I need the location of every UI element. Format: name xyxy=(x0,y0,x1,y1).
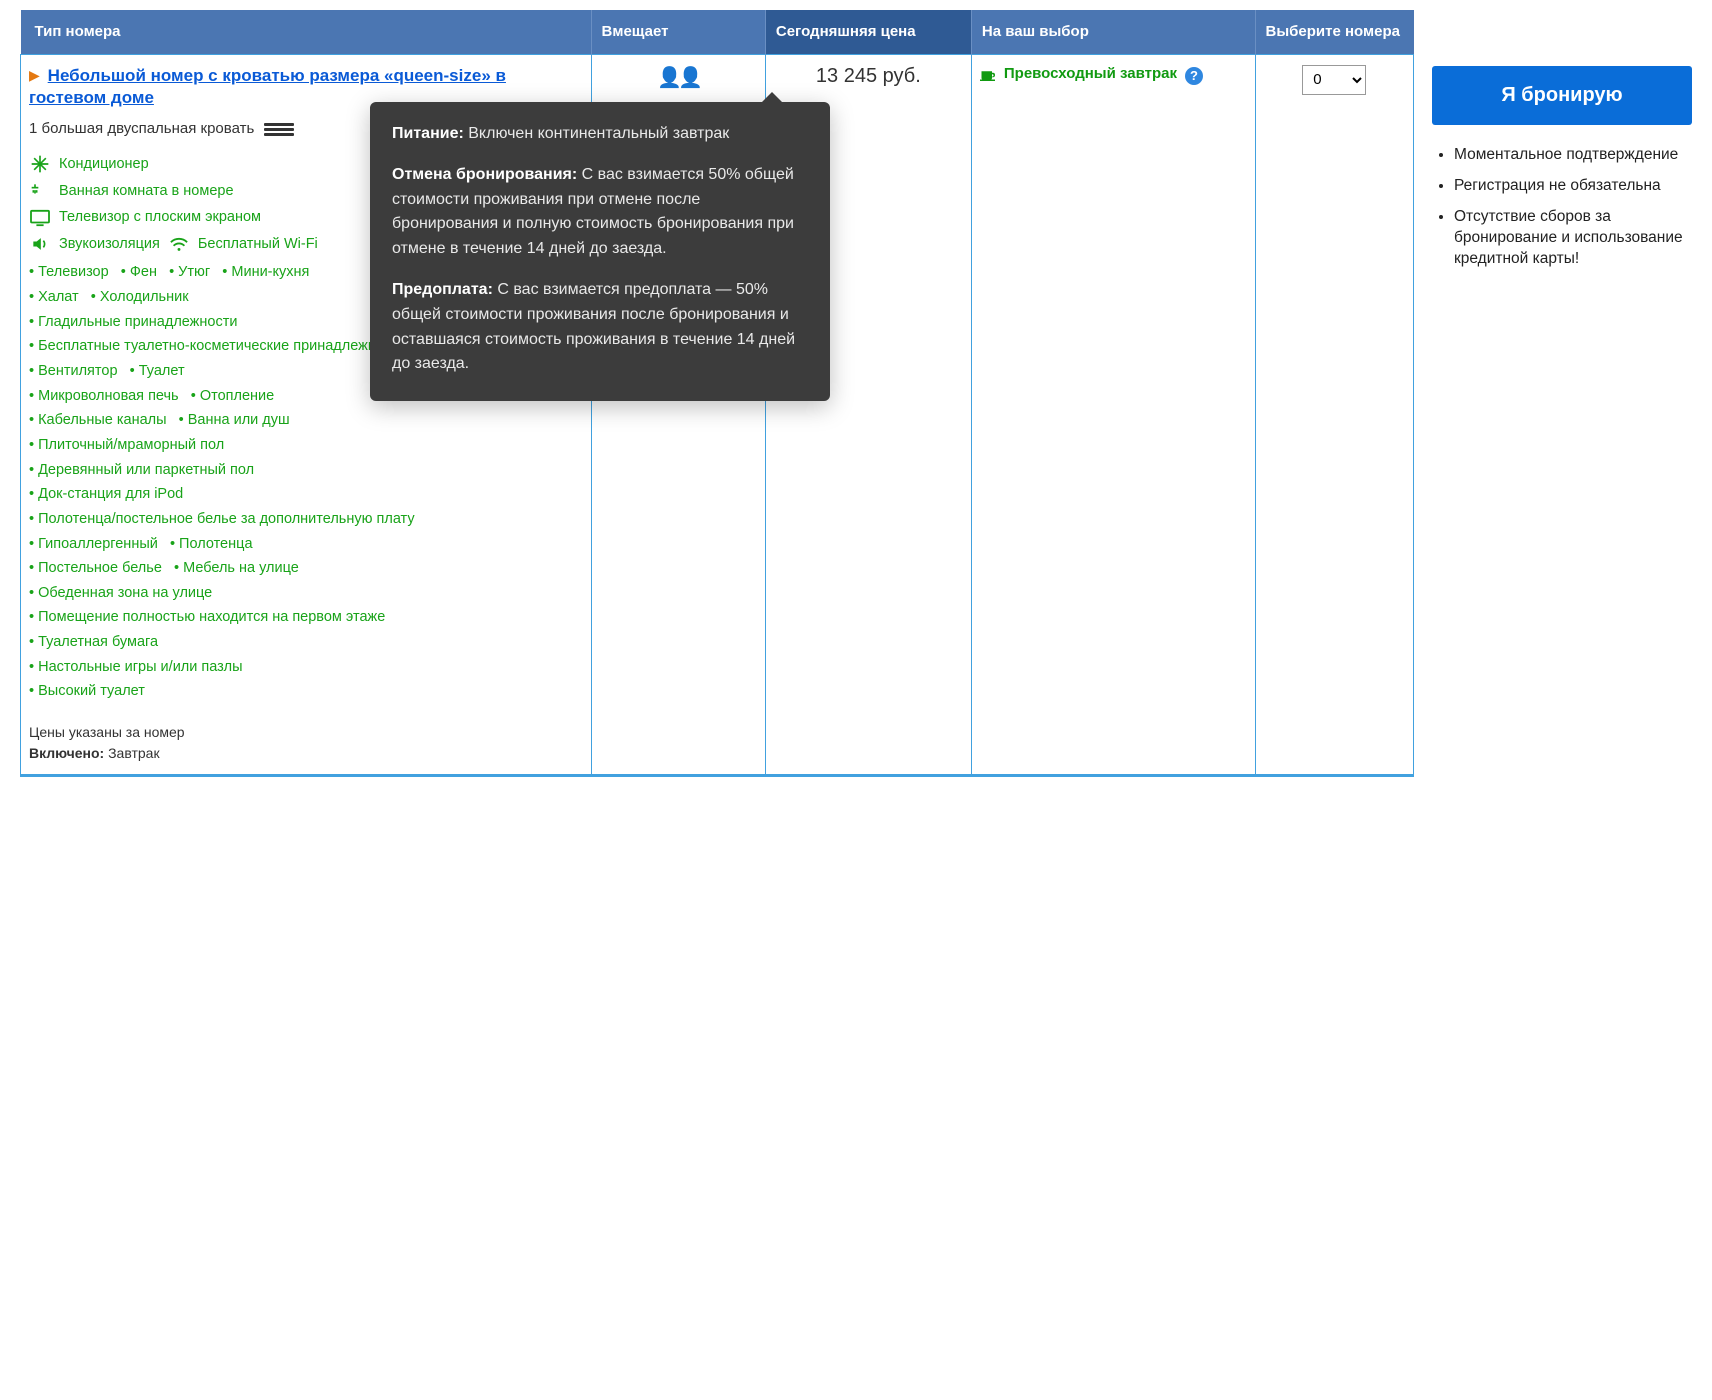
amenity-item: Мебель на улице xyxy=(174,560,299,576)
amenity-item: Ванна или душ xyxy=(179,412,290,428)
tooltip-meals-text: Включен континентальный завтрак xyxy=(468,125,729,142)
tooltip-prepay-label: Предоплата: xyxy=(392,281,493,298)
bed-icon xyxy=(264,121,294,138)
included-value: Завтрак xyxy=(108,745,159,761)
amenity-item: Кабельные каналы xyxy=(29,412,179,428)
tooltip-cancel-label: Отмена бронирования: xyxy=(392,166,577,183)
cell-select: 012345 xyxy=(1255,54,1414,776)
amenity-item: Высокий туалет xyxy=(29,683,145,699)
amenity-featured-label: Кондиционер xyxy=(59,152,149,177)
included-label: Включено: xyxy=(29,745,104,761)
benefit-item: Моментальное подтверждение xyxy=(1454,145,1692,166)
header-type[interactable]: Тип номера xyxy=(21,10,592,54)
info-icon[interactable]: ? xyxy=(1185,67,1203,85)
shower-icon xyxy=(29,182,51,200)
amenity-item: Бесплатные туалетно-косметические принад… xyxy=(29,338,406,354)
amenity-item: Фен xyxy=(121,264,169,280)
cell-choice: Превосходный завтрак ? xyxy=(971,54,1255,776)
amenity-item: Док-станция для iPod xyxy=(29,486,183,502)
benefit-item: Регистрация не обязательна xyxy=(1454,176,1692,197)
conditions-tooltip: Питание: Включен континентальный завтрак… xyxy=(370,102,830,401)
amenity-item: Полотенца xyxy=(170,536,253,552)
amenity-item: Отопление xyxy=(191,388,274,404)
benefit-item: Отсутствие сборов за бронирование и испо… xyxy=(1454,207,1692,270)
amenity-item: Халат xyxy=(29,289,91,305)
amenity-item: Холодильник xyxy=(91,289,189,305)
amenity-item: Обеденная зона на улице xyxy=(29,585,212,601)
amenity-item: Утюг xyxy=(169,264,222,280)
amenity-item: Постельное белье xyxy=(29,560,174,576)
amenity-item: Помещение полностью находится на первом … xyxy=(29,609,385,625)
amenity-item: Настольные игры и/или пазлы xyxy=(29,659,243,675)
book-button[interactable]: Я бронирую xyxy=(1432,66,1692,125)
amenity-featured-label: Звукоизоляция xyxy=(59,232,160,257)
price-note-per-room: Цены указаны за номер xyxy=(29,722,583,743)
amenity-item: Полотенца/постельное белье за дополнител… xyxy=(29,511,415,527)
header-choice[interactable]: На ваш выбор xyxy=(971,10,1255,54)
header-price[interactable]: Сегодняшняя цена xyxy=(765,10,971,54)
price-note: Цены указаны за номер Включено: Завтрак xyxy=(29,722,583,764)
tooltip-meals-label: Питание: xyxy=(392,125,464,142)
bed-description: 1 большая двуспальная кровать xyxy=(29,120,254,137)
choice-label: Превосходный завтрак xyxy=(1004,65,1177,83)
tv-icon xyxy=(29,209,51,227)
amenity-featured-label: Бесплатный Wi-Fi xyxy=(198,232,318,257)
sound-icon xyxy=(29,235,51,253)
header-sleeps[interactable]: Вмещает xyxy=(591,10,765,54)
amenity-item: Туалетная бумага xyxy=(29,634,158,650)
amenity-item: Телевизор xyxy=(29,264,121,280)
amenity-item: Микроволновая печь xyxy=(29,388,191,404)
snowflake-icon xyxy=(29,155,51,173)
amenity-item: Туалет xyxy=(130,363,185,379)
benefit-list: Моментальное подтверждение Регистрация не… xyxy=(1432,145,1692,270)
wifi-icon xyxy=(168,235,190,253)
amenity-item: Мини-кухня xyxy=(222,264,309,280)
amenity-item: Гладильные принадлежности xyxy=(29,314,237,330)
amenity-item: Плиточный/мраморный пол xyxy=(29,437,224,453)
amenity-featured-label: Ванная комната в номере xyxy=(59,179,234,204)
expander-icon[interactable]: ▶ xyxy=(29,67,40,84)
quantity-select[interactable]: 012345 xyxy=(1302,65,1366,95)
amenity-featured-label: Телевизор с плоским экраном xyxy=(59,205,261,230)
people-icon: 👤👤 xyxy=(657,67,699,89)
breakfast-icon xyxy=(980,68,998,82)
header-select[interactable]: Выберите номера xyxy=(1255,10,1414,54)
amenity-item: Деревянный или паркетный пол xyxy=(29,462,254,478)
amenity-item: Вентилятор xyxy=(29,363,130,379)
amenity-item: Гипоаллергенный xyxy=(29,536,170,552)
price-value: 13 245 руб. xyxy=(816,65,921,87)
